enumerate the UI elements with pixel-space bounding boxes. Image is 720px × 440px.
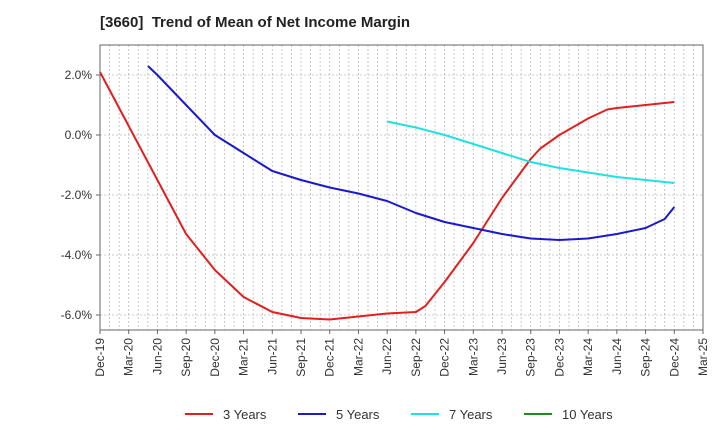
- series-line-7-years: [386, 120, 675, 184]
- legend-label-5-years: 5 Years: [336, 407, 380, 422]
- x-tick-label: Sep-24: [639, 338, 653, 377]
- series-lines: [99, 65, 676, 321]
- plot-border: [99, 44, 704, 331]
- x-tick-label: Mar-20: [122, 338, 136, 376]
- y-tick-label: -6.0%: [61, 308, 93, 322]
- x-tick-label: Mar-25: [696, 338, 710, 376]
- x-tick-label: Sep-21: [294, 338, 308, 377]
- x-tick-label: Jun-24: [610, 338, 624, 375]
- chart-title: [3660] Trend of Mean of Net Income Margi…: [100, 14, 411, 31]
- x-tick-label: Sep-20: [179, 338, 193, 377]
- y-tick-label: 2.0%: [65, 68, 93, 82]
- x-tick-label: Dec-24: [667, 338, 681, 377]
- x-tick-label: Jun-22: [380, 338, 394, 375]
- grid: [100, 45, 703, 330]
- x-tick-label: Dec-20: [208, 338, 222, 377]
- x-tick-label: Mar-21: [237, 338, 251, 376]
- legend: 3 Years 5 Years 7 Years 10 Years: [185, 407, 613, 422]
- x-tick-label: Jun-20: [150, 338, 164, 375]
- x-tick-label: Jun-23: [495, 338, 509, 375]
- legend-label-7-years: 7 Years: [449, 407, 493, 422]
- y-axis: 2.0% 0.0% -2.0% -4.0% -6.0%: [61, 68, 100, 322]
- x-tick-label: Sep-22: [409, 338, 423, 377]
- series-line-3-years: [99, 71, 675, 321]
- plot-area: [100, 45, 703, 330]
- y-tick-label: -4.0%: [61, 248, 93, 262]
- series-line-5-years: [147, 65, 676, 241]
- y-tick-label: -2.0%: [61, 188, 93, 202]
- x-tick-label: Mar-22: [351, 338, 365, 376]
- x-tick-label: Dec-23: [552, 338, 566, 377]
- y-tick-label: 0.0%: [65, 128, 93, 142]
- x-tick-label: Dec-19: [93, 338, 107, 377]
- x-tick-label: Mar-24: [581, 338, 595, 376]
- legend-label-3-years: 3 Years: [223, 407, 267, 422]
- x-tick-label: Dec-21: [323, 338, 337, 377]
- x-tick-label: Jun-21: [265, 338, 279, 375]
- x-tick-label: Sep-23: [524, 338, 538, 377]
- x-tick-label: Dec-22: [438, 338, 452, 377]
- x-axis: Dec-19 Mar-20 Jun-20 Sep-20 Dec-20 Mar-21 Jun-…: [93, 330, 710, 377]
- legend-label-10-years: 10 Years: [562, 407, 613, 422]
- x-tick-label: Mar-23: [466, 338, 480, 376]
